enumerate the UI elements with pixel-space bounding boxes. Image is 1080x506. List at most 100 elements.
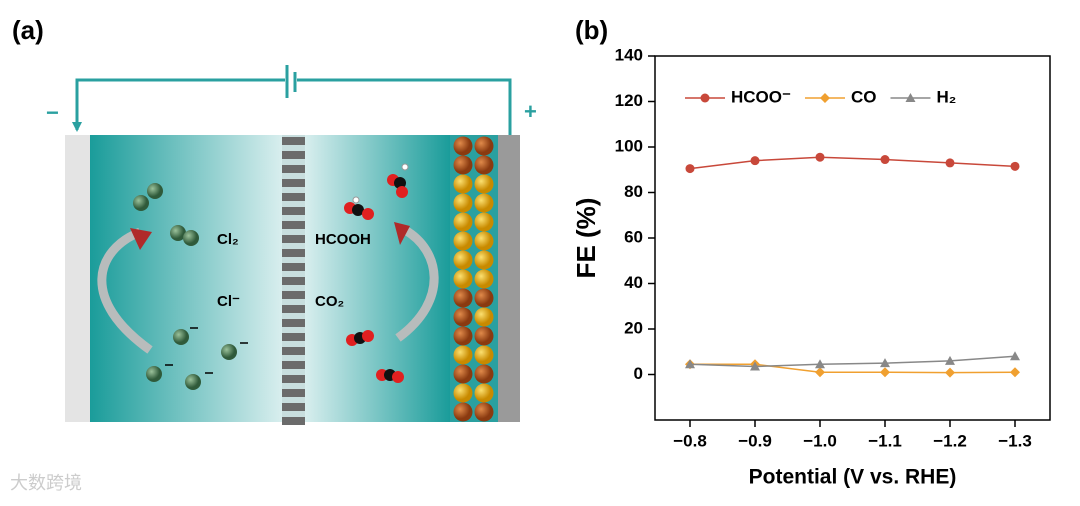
y-tick-label: 80 xyxy=(624,182,643,201)
species-label: Cl⁻ xyxy=(217,293,240,310)
y-tick-label: 60 xyxy=(624,227,643,246)
marker xyxy=(815,367,825,378)
membrane-bar xyxy=(282,235,305,243)
marker xyxy=(1010,351,1020,361)
species-label: HCOOH xyxy=(315,231,371,248)
catalyst-particle xyxy=(474,364,494,384)
catalyst-particle xyxy=(474,288,494,308)
catalyst-particle xyxy=(474,345,494,365)
catalyst-particle xyxy=(453,155,473,175)
y-axis-label: FE (%) xyxy=(571,198,601,279)
membrane-bar xyxy=(282,263,305,271)
membrane-bar xyxy=(282,319,305,327)
marker xyxy=(815,359,825,369)
marker xyxy=(1010,161,1020,171)
catalyst-particle xyxy=(453,364,473,384)
catalyst-particle xyxy=(453,326,473,346)
catalyst-particle xyxy=(474,212,494,232)
membrane-bar xyxy=(282,221,305,229)
membrane-bar xyxy=(282,389,305,397)
catalyst-particle xyxy=(474,231,494,251)
watermark: 大数跨境 xyxy=(10,473,82,493)
membrane-bar xyxy=(282,207,305,215)
catalyst-particle xyxy=(453,307,473,327)
series-line xyxy=(689,355,1016,368)
marker xyxy=(750,156,760,166)
catalyst-particle xyxy=(453,250,473,270)
catalyst-particle xyxy=(474,174,494,194)
terminal-label: − xyxy=(46,100,59,125)
series-line xyxy=(690,363,1016,374)
terminal-label: + xyxy=(524,99,537,124)
catalyst-particle xyxy=(474,155,494,175)
catalyst-particle xyxy=(474,250,494,270)
marker xyxy=(750,361,760,371)
marker xyxy=(905,93,916,102)
membrane-bar xyxy=(282,291,305,299)
x-tick-label: −1.1 xyxy=(868,431,902,450)
membrane-bar xyxy=(282,361,305,369)
y-tick-label: 40 xyxy=(624,273,643,292)
x-axis-label: Potential (V vs. RHE) xyxy=(749,466,957,489)
marker xyxy=(685,164,695,174)
y-tick-label: 0 xyxy=(634,364,643,383)
catalyst-particle xyxy=(453,383,473,403)
series-line xyxy=(689,156,1016,170)
membrane-bar xyxy=(282,305,305,313)
x-tick-label: −1.0 xyxy=(803,431,837,450)
catalyst-particle xyxy=(474,383,494,403)
marker xyxy=(880,358,890,368)
membrane-bar xyxy=(282,333,305,341)
species-label: CO₂ xyxy=(315,293,344,310)
panel-label: (a) xyxy=(12,15,44,45)
x-tick-label: −0.9 xyxy=(738,431,772,450)
catalyst-particle xyxy=(453,136,473,156)
x-tick-label: −1.3 xyxy=(998,431,1032,450)
catalyst-particle xyxy=(453,212,473,232)
x-tick-label: −1.2 xyxy=(933,431,967,450)
marker xyxy=(819,93,830,103)
catalyst-particle xyxy=(453,174,473,194)
marker xyxy=(945,367,955,378)
catalyst-particle xyxy=(474,136,494,156)
marker xyxy=(945,355,955,365)
legend-label: CO xyxy=(851,87,877,106)
membrane-bar xyxy=(282,151,305,159)
catalyst-particle xyxy=(453,345,473,365)
species-label: Cl₂ xyxy=(217,231,239,248)
marker xyxy=(880,155,890,165)
schematic xyxy=(65,65,520,425)
catalyst-particle xyxy=(474,269,494,289)
catalyst-particle xyxy=(453,402,473,422)
marker xyxy=(880,367,890,378)
membrane-bar xyxy=(282,403,305,411)
y-tick-label: 140 xyxy=(615,45,643,64)
legend-label: H₂ xyxy=(936,87,956,106)
y-tick-label: 100 xyxy=(615,136,643,155)
membrane-bar xyxy=(282,179,305,187)
catalyst-particle xyxy=(453,288,473,308)
catalyst-particle xyxy=(474,193,494,213)
marker xyxy=(685,359,695,369)
marker xyxy=(945,158,955,168)
catalyst-particle xyxy=(453,193,473,213)
membrane-bar xyxy=(282,137,305,145)
membrane-bar xyxy=(282,375,305,383)
membrane-bar xyxy=(282,165,305,173)
marker xyxy=(815,152,825,162)
y-tick-label: 20 xyxy=(624,318,643,337)
membrane-bar xyxy=(282,277,305,285)
membrane-bar xyxy=(282,347,305,355)
membrane-bar xyxy=(282,417,305,425)
marker xyxy=(700,93,710,103)
catalyst-particle xyxy=(474,402,494,422)
catalyst-particle xyxy=(453,269,473,289)
y-tick-label: 120 xyxy=(615,91,643,110)
legend-label: HCOO⁻ xyxy=(731,87,791,106)
catalyst-particle xyxy=(474,326,494,346)
chart: 0 20 40 60 80 100 120 140 −0.8 −0.9 −1.0 −1.1 −1.2 −1… xyxy=(571,45,1051,489)
membrane-bar xyxy=(282,193,305,201)
marker xyxy=(1010,367,1020,378)
catalyst-particle xyxy=(453,231,473,251)
